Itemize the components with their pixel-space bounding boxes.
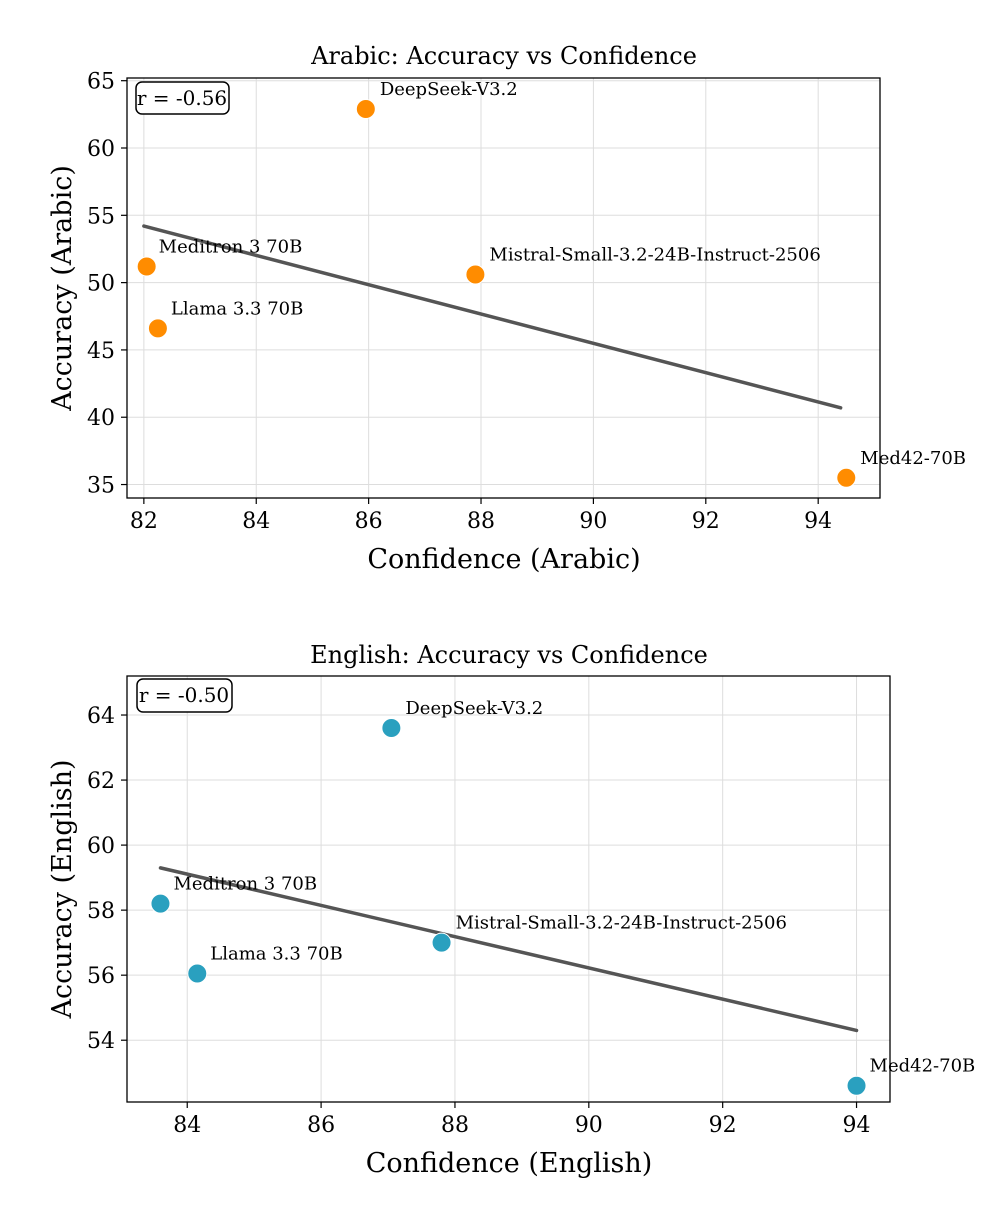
data-point <box>355 98 376 119</box>
trend-line <box>158 866 859 1033</box>
point-label: Llama 3.3 70B <box>171 298 303 319</box>
y-tick-label: 55 <box>87 204 115 229</box>
correlation-label: r = -0.56 <box>137 86 227 110</box>
x-tick-label: 82 <box>130 509 158 534</box>
y-axis-label: Accuracy (Arabic) <box>47 165 78 412</box>
chart-title: English: Accuracy vs Confidence <box>310 641 708 669</box>
data-point <box>836 467 857 488</box>
x-axis-label: Confidence (Arabic) <box>367 544 640 575</box>
data-point <box>846 1075 867 1096</box>
y-tick-label: 64 <box>87 704 115 729</box>
x-tick-label: 86 <box>307 1113 335 1138</box>
correlation-box-frame <box>135 81 230 115</box>
x-tick-label: 88 <box>441 1113 469 1138</box>
x-tick-label: 92 <box>692 509 720 534</box>
y-tick-label: 62 <box>87 769 115 794</box>
y-tick-label: 60 <box>87 137 115 162</box>
point-label: DeepSeek-V3.2 <box>380 79 518 100</box>
english-chart: English: Accuracy vs Confidence 84 86 88 90… <box>47 641 975 1179</box>
point-label: Meditron 3 70B <box>173 874 317 895</box>
arabic-chart: Arabic: Accuracy vs Confidence 82 84 86 88 9… <box>47 42 966 575</box>
data-point <box>465 264 486 285</box>
x-tick-label: 90 <box>575 1113 603 1138</box>
data-point <box>431 932 452 953</box>
x-tick-label: 84 <box>242 509 270 534</box>
x-tick-label: 90 <box>579 509 607 534</box>
correlation-label: r = -0.50 <box>139 683 229 707</box>
data-point <box>187 963 208 984</box>
y-tick-label: 58 <box>87 899 115 924</box>
y-tick-label: 60 <box>87 834 115 859</box>
data-point <box>150 893 171 914</box>
data-point <box>381 718 402 739</box>
correlation-box: r = -0.56 <box>135 81 230 115</box>
x-tick-label: 88 <box>467 509 495 534</box>
y-tick-label: 50 <box>87 272 115 297</box>
y-tick-label: 54 <box>87 1029 115 1054</box>
point-label: Med42-70B <box>860 448 966 469</box>
y-tick-label: 40 <box>87 406 115 431</box>
y-tick-label: 56 <box>87 964 115 989</box>
point-label: Mistral-Small-3.2-24B-Instruct-2506 <box>489 245 820 266</box>
y-tick-label: 65 <box>87 70 115 95</box>
correlation-box-frame <box>136 678 233 713</box>
y-axis-label: Accuracy (English) <box>47 759 78 1019</box>
point-label: Llama 3.3 70B <box>210 944 342 965</box>
point-label: Med42-70B <box>870 1056 976 1077</box>
point-label: Mistral-Small-3.2-24B-Instruct-2506 <box>456 913 787 934</box>
data-point <box>147 318 168 339</box>
data-point <box>136 256 157 277</box>
x-tick-label: 94 <box>804 509 832 534</box>
x-tick-label: 84 <box>173 1113 201 1138</box>
y-tick-label: 45 <box>87 339 115 364</box>
x-tick-label: 86 <box>355 509 383 534</box>
plot-frame <box>126 77 881 499</box>
y-tick-label: 35 <box>87 474 115 499</box>
x-tick-label: 92 <box>709 1113 737 1138</box>
x-axis-label: Confidence (English) <box>366 1148 653 1179</box>
trend-line <box>142 224 843 410</box>
x-tick-label: 94 <box>843 1113 871 1138</box>
chart-title: Arabic: Accuracy vs Confidence <box>310 42 697 70</box>
correlation-box: r = -0.50 <box>136 678 233 713</box>
plot-frame <box>126 675 891 1103</box>
point-label: Meditron 3 70B <box>159 236 303 257</box>
point-label: DeepSeek-V3.2 <box>405 698 543 719</box>
